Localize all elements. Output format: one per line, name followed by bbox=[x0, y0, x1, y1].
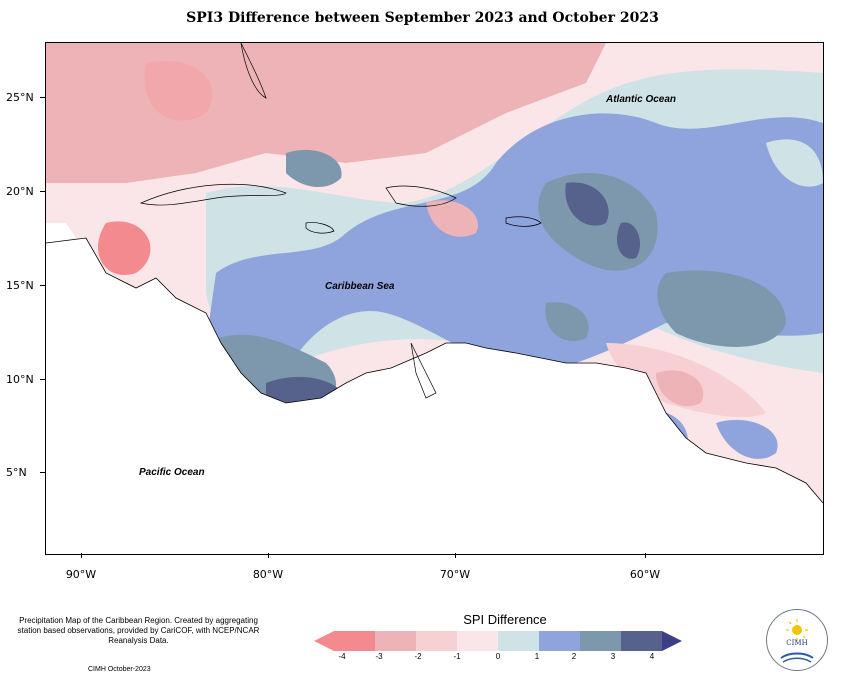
land-yucatan bbox=[46, 223, 76, 243]
footer-credit: CIMH October-2023 bbox=[88, 666, 151, 673]
y-tick bbox=[40, 472, 45, 473]
sun-icon bbox=[780, 619, 814, 663]
legend-tick: -4 bbox=[338, 652, 346, 661]
x-label: 90°W bbox=[65, 568, 97, 581]
coast-florida bbox=[240, 43, 267, 99]
field-pos-suriname bbox=[716, 419, 778, 459]
coast-jamaica bbox=[305, 222, 335, 234]
coast-mainland bbox=[46, 237, 823, 504]
y-label: 20°N bbox=[6, 185, 34, 198]
y-tick bbox=[40, 97, 45, 98]
y-label: 25°N bbox=[6, 91, 34, 104]
field-pos-atlantic-ne bbox=[766, 139, 823, 187]
x-tick bbox=[268, 553, 269, 558]
y-label: 10°N bbox=[6, 373, 34, 386]
field-pos-leeward bbox=[616, 222, 641, 259]
legend-arrow-right bbox=[662, 631, 682, 651]
x-tick bbox=[645, 553, 646, 558]
label-pacific-ocean: Pacific Ocean bbox=[139, 467, 205, 478]
field-pos-atlantic-east bbox=[657, 270, 786, 347]
x-label: 60°W bbox=[629, 568, 661, 581]
legend-swatch bbox=[457, 631, 498, 651]
map-area bbox=[45, 42, 824, 555]
land-south-america bbox=[46, 238, 823, 554]
x-label: 70°W bbox=[439, 568, 471, 581]
y-tick bbox=[40, 379, 45, 380]
coast-puerto-rico bbox=[505, 216, 542, 227]
field-neg-trinidad bbox=[656, 370, 704, 407]
x-tick bbox=[455, 553, 456, 558]
coast-hispaniola bbox=[385, 185, 457, 207]
legend-tick: -1 bbox=[453, 652, 461, 661]
legend-colorbar bbox=[314, 631, 682, 651]
legend-swatch bbox=[539, 631, 580, 651]
y-label: 5°N bbox=[6, 466, 27, 479]
field-neg-honduras bbox=[97, 221, 151, 275]
spi-field bbox=[46, 43, 823, 554]
legend-tick: -2 bbox=[414, 652, 422, 661]
legend-tick: 3 bbox=[610, 652, 616, 661]
legend-swatch bbox=[580, 631, 621, 651]
logo-text: CIMH bbox=[786, 639, 808, 647]
field-pos-puerto-rico bbox=[565, 182, 609, 226]
field-neg-florida bbox=[144, 61, 213, 121]
x-tick bbox=[81, 553, 82, 558]
footer-note: Precipitation Map of the Caribbean Regio… bbox=[17, 616, 260, 645]
legend-tick: 2 bbox=[571, 652, 577, 661]
legend-swatch bbox=[375, 631, 416, 651]
coast-maracaibo bbox=[410, 342, 437, 399]
field-pos-cuba bbox=[286, 149, 342, 188]
legend-swatch bbox=[498, 631, 539, 651]
coast-cuba bbox=[139, 183, 287, 206]
field-neg-hispaniola bbox=[426, 200, 478, 237]
x-label: 80°W bbox=[252, 568, 284, 581]
field-pos-venezuela-coast bbox=[545, 302, 589, 342]
label-atlantic-ocean: Atlantic Ocean bbox=[606, 94, 677, 105]
legend-tick: 4 bbox=[649, 652, 655, 661]
legend-title: SPI Difference bbox=[463, 612, 547, 627]
legend-swatch bbox=[416, 631, 457, 651]
legend-tick: -3 bbox=[375, 652, 383, 661]
legend-tick: 1 bbox=[534, 652, 540, 661]
map-title: SPI3 Difference between September 2023 a… bbox=[186, 10, 659, 26]
legend-arrow-left bbox=[314, 631, 334, 651]
cimh-logo: CIMH bbox=[766, 609, 828, 671]
y-tick bbox=[40, 191, 45, 192]
y-tick bbox=[40, 285, 45, 286]
legend-swatch bbox=[334, 631, 375, 651]
label-caribbean-sea: Caribbean Sea bbox=[325, 281, 395, 292]
legend-swatch bbox=[621, 631, 662, 651]
y-label: 15°N bbox=[6, 279, 34, 292]
legend-tick: 0 bbox=[495, 652, 501, 661]
